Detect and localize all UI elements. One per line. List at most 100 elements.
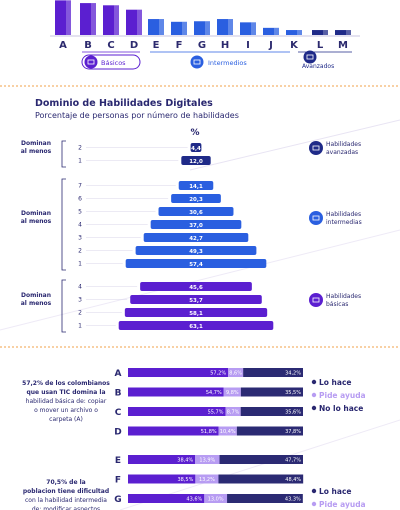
pyramid-level-1-7: 7 xyxy=(78,183,82,190)
stack2-segment-A-0 xyxy=(128,368,229,377)
top-bar-C xyxy=(103,5,119,36)
pyramid-bar-label-0-1: 12,0 xyxy=(189,159,203,165)
top-bar-category-A: A xyxy=(59,40,67,51)
top-bar-shade-J xyxy=(274,27,279,35)
top-bar-shade-A xyxy=(66,0,71,36)
stack2-category-C: C xyxy=(115,408,122,418)
stack3-label-G-2: 43,3% xyxy=(285,497,301,503)
stack2-note-line-0: 57,2% de los colombianos xyxy=(22,380,110,387)
top-bar-category-B: B xyxy=(84,40,92,51)
top-bar-category-I: I xyxy=(246,40,250,51)
pyramid-bar-0-1 xyxy=(181,156,211,165)
pyramid-group-label-1-line2: al menos xyxy=(21,218,52,225)
stack3-category-F: F xyxy=(115,476,121,486)
pyramid-group-name-0-line1: Habilidades xyxy=(326,141,361,148)
pyramid-bar-2-2 xyxy=(124,308,268,317)
legend-basic-pill xyxy=(81,54,141,70)
pyramid-group-icon-glyph-0 xyxy=(312,145,320,151)
pyramid-bar-1-1 xyxy=(125,259,267,268)
pyramid-group-label-1-line1: Dominan xyxy=(21,210,51,217)
stack2-note-line-3: o mover un archivo o xyxy=(34,407,98,414)
pyramid-group-label-0-line1: Dominan xyxy=(21,140,51,147)
legend-basic-label: Básicos xyxy=(101,59,126,67)
top-bar-label-G: 29% xyxy=(195,15,209,21)
pyramid-group-name-0-line2: avanzadas xyxy=(326,149,358,156)
pyramid-bar-label-1-3: 42,7 xyxy=(189,236,203,242)
pyramid-level-1-1: 1 xyxy=(78,261,82,268)
stack3-label-F-2: 48,4% xyxy=(285,477,301,483)
pyramid-bracket-2 xyxy=(61,279,66,333)
stack3-label-E-0: 38,4% xyxy=(177,458,193,464)
pyramid-bar-label-1-5: 30,6 xyxy=(189,210,203,216)
stack3-label-F-0: 38,5% xyxy=(177,477,193,483)
pyramid-group-name-2-line2: básicas xyxy=(326,301,348,308)
top-bar-category-D: D xyxy=(130,40,138,51)
pyramid-level-2-3: 3 xyxy=(78,297,82,304)
top-bar-category-F: F xyxy=(176,40,183,51)
stack2-note-line-4: carpeta (A) xyxy=(49,416,83,423)
top-bar-shade-E xyxy=(159,19,164,35)
stack2-legend-dot-2 xyxy=(311,405,317,411)
top-bar-label-L: 9% xyxy=(315,24,325,30)
top-bar-M xyxy=(335,30,351,35)
stack2-legend-1: Pide ayuda xyxy=(319,391,366,400)
top-bar-shade-F xyxy=(182,21,187,35)
stack2-label-A-1: 8,6% xyxy=(229,371,242,377)
stack3-note-line-2: con la habilidad intermedia xyxy=(25,497,107,504)
stack3-note-line-1: poblacion tiene dificultad xyxy=(23,488,109,495)
pyramid-level-1-3: 3 xyxy=(78,235,82,242)
top-bar-category-J: J xyxy=(268,40,273,51)
pyramid-level-2-1: 1 xyxy=(78,323,82,330)
top-bar-shade-G xyxy=(205,21,210,35)
pyramid-group-icon-0 xyxy=(309,141,323,155)
stack3-segment-G-1 xyxy=(204,494,228,503)
stack3-segment-F-0 xyxy=(128,474,196,484)
top-bar-D xyxy=(126,9,142,35)
stack3-label-E-1: 13,9% xyxy=(199,458,215,464)
top-bar-shade-M xyxy=(346,30,351,35)
cloud-icon-glyph xyxy=(306,54,314,60)
pyramid-bracket-1 xyxy=(61,178,66,271)
stack2-label-C-1: 8,7% xyxy=(227,410,240,416)
pyramid-level-1-4: 4 xyxy=(78,222,82,229)
stack2-segment-C-1 xyxy=(225,407,241,416)
stack2-segment-A-1 xyxy=(228,368,244,377)
pyramid-bar-1-6 xyxy=(171,194,221,203)
pyramid-bar-label-2-3: 53,7 xyxy=(189,298,203,304)
pyramid-bar-label-1-1: 57,4 xyxy=(189,262,203,268)
pyramid-bar-label-1-7: 14,1 xyxy=(189,184,203,190)
top-bar-I xyxy=(240,22,256,35)
pyramid-level-1-2: 2 xyxy=(78,248,82,255)
stack2-segment-D-0 xyxy=(128,426,219,436)
stack2-legend-2: No lo hace xyxy=(319,404,363,413)
top-bar-shade-H xyxy=(228,19,233,35)
pyramid-bar-2-3 xyxy=(130,295,262,304)
stack2-label-D-1: 10,4% xyxy=(220,429,236,435)
top-bar-category-M: M xyxy=(338,40,348,51)
pyramid-bar-label-2-4: 45,6 xyxy=(189,285,203,291)
stack3-category-E: E xyxy=(115,456,121,466)
stack2-note-line-1: que usan TIC domina la xyxy=(26,389,105,396)
top-bar-category-E: E xyxy=(153,40,160,51)
pyramid-bar-1-4 xyxy=(150,220,242,229)
pyramid-group-icon-glyph-1 xyxy=(312,215,320,221)
stack3-segment-E-0 xyxy=(128,455,196,464)
stack3-note-line-0: 70,5% de la xyxy=(46,479,85,486)
stack3-label-F-1: 13,2% xyxy=(199,477,215,483)
pyramid-bar-1-3 xyxy=(143,233,249,242)
stack2-segment-A-2 xyxy=(243,368,303,377)
top-bar-J xyxy=(263,27,279,35)
stack2-category-A: A xyxy=(115,369,122,379)
stack3-legend-dot-1 xyxy=(311,501,317,507)
pyramid-bar-2-4 xyxy=(140,282,252,291)
top-bar-A xyxy=(55,0,71,36)
stack2-segment-C-2 xyxy=(240,407,303,416)
top-bar-K xyxy=(286,30,302,35)
pyramid-bar-1-5 xyxy=(158,207,234,216)
top-bar-category-K: K xyxy=(290,40,299,51)
pyramid-bar-label-2-1: 63,1 xyxy=(189,324,203,330)
laptop-icon xyxy=(84,55,98,69)
stack2-label-A-2: 34,2% xyxy=(285,371,301,377)
stack2-category-B: B xyxy=(115,389,122,399)
